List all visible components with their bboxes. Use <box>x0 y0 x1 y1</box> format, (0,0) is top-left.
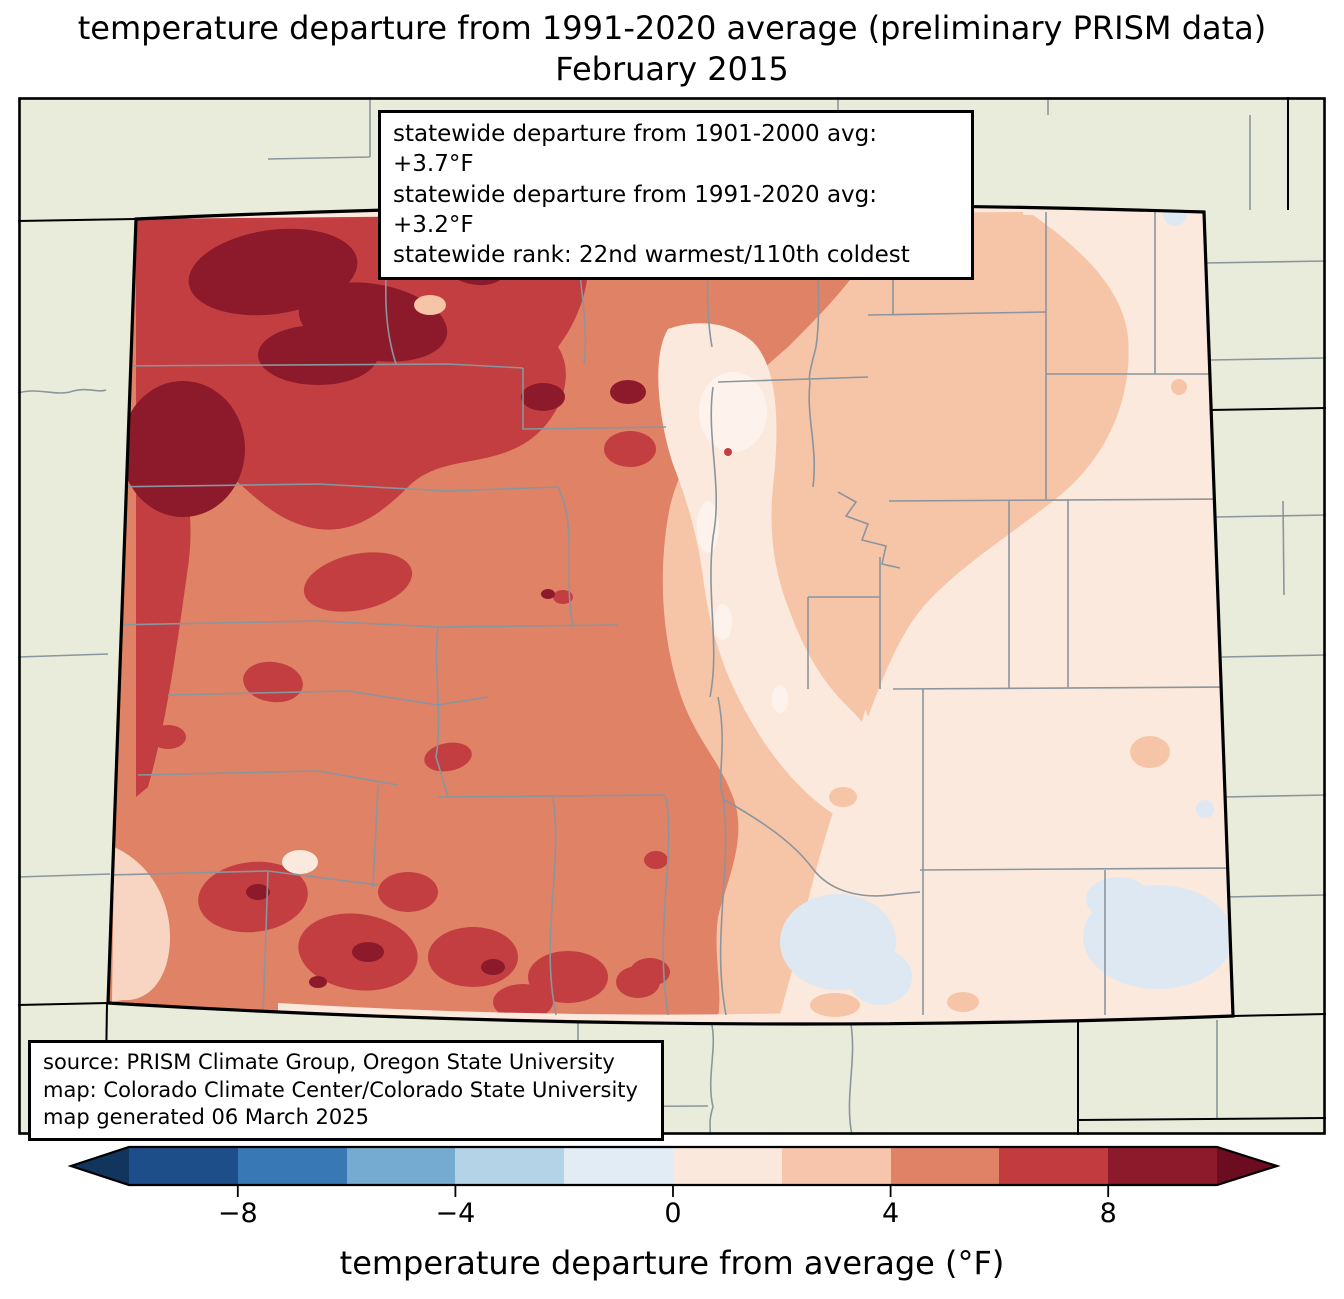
region-pale-central-band <box>658 323 899 828</box>
neighbor-state-borders <box>18 97 1326 1135</box>
colorbar-tick-label: 4 <box>882 1198 900 1229</box>
map-credit-line: map: Colorado Climate Center/Colorado St… <box>43 1077 638 1102</box>
colorbar-tick-label: 0 <box>664 1198 682 1229</box>
map-frame <box>18 97 1326 1135</box>
region-maroon-blobs <box>121 228 646 988</box>
colorbar-segment <box>455 1147 565 1185</box>
colorbar <box>129 1147 1217 1185</box>
colorbar-segment <box>999 1147 1109 1185</box>
colorbar-right-arrow <box>1217 1147 1277 1185</box>
colorbar-axis-label: temperature departure from average (°F) <box>339 1244 1005 1282</box>
stats-line-rank: statewide rank: 22nd warmest/110th colde… <box>393 242 910 269</box>
stats-line-1901: statewide departure from 1901-2000 avg: … <box>393 121 877 178</box>
temperature-fill-regions <box>108 204 1233 1025</box>
colorbar-tick-marks <box>236 1185 1110 1197</box>
stats-line-1991: statewide departure from 1991-2020 avg: … <box>393 181 877 239</box>
colorbar-tick-label: 8 <box>1099 1198 1117 1229</box>
source-line: source: PRISM Climate Group, Oregon Stat… <box>43 1050 615 1074</box>
colorbar-tick-label: −8 <box>217 1198 258 1229</box>
colorbar-segment <box>237 1147 347 1185</box>
colorbar-segment <box>346 1147 456 1185</box>
colorbar-segment <box>672 1147 782 1185</box>
colorbar-left-arrow <box>71 1147 129 1185</box>
colorbar-overlay <box>67 1145 1281 1197</box>
colorbar-segment <box>781 1147 891 1185</box>
colorbar-segment <box>129 1147 238 1185</box>
colorbar-segment <box>564 1147 673 1185</box>
chart-title: temperature departure from 1991-2020 ave… <box>0 8 1344 90</box>
region-cool-blobs <box>780 204 1233 1005</box>
generated-date-line: map generated 06 March 2025 <box>43 1105 370 1130</box>
title-line2: February 2015 <box>555 49 789 88</box>
colorbar-tick-label: −4 <box>435 1198 476 1229</box>
source-box: source: PRISM Climate Group, Oregon Stat… <box>28 1040 664 1142</box>
colorbar-segment <box>1108 1147 1217 1185</box>
region-peach-northeast <box>858 215 1129 717</box>
colorbar-outline <box>67 1145 1281 1187</box>
colorbar-segment <box>890 1147 1000 1185</box>
region-peach-spots-east <box>810 379 1187 1017</box>
statewide-stats-box: statewide departure from 1901-2000 avg: … <box>378 110 974 280</box>
title-line1: temperature departure from 1991-2020 ave… <box>77 9 1267 47</box>
